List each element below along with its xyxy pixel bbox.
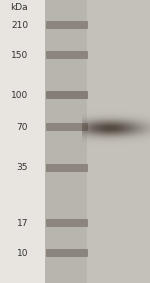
FancyBboxPatch shape: [46, 91, 88, 99]
Text: 150: 150: [11, 50, 28, 59]
FancyBboxPatch shape: [46, 219, 88, 227]
FancyBboxPatch shape: [46, 249, 88, 257]
Bar: [87, 0, 150, 283]
Bar: [45, 0, 87, 283]
Text: 70: 70: [16, 123, 28, 132]
Text: 210: 210: [11, 20, 28, 29]
Bar: [45, 0, 150, 283]
Text: 100: 100: [11, 91, 28, 100]
FancyBboxPatch shape: [46, 21, 88, 29]
Text: 17: 17: [16, 218, 28, 228]
FancyBboxPatch shape: [46, 164, 88, 172]
Text: 10: 10: [16, 248, 28, 258]
Text: 35: 35: [16, 164, 28, 173]
Text: kDa: kDa: [10, 3, 28, 12]
FancyBboxPatch shape: [46, 51, 88, 59]
FancyBboxPatch shape: [46, 123, 88, 131]
